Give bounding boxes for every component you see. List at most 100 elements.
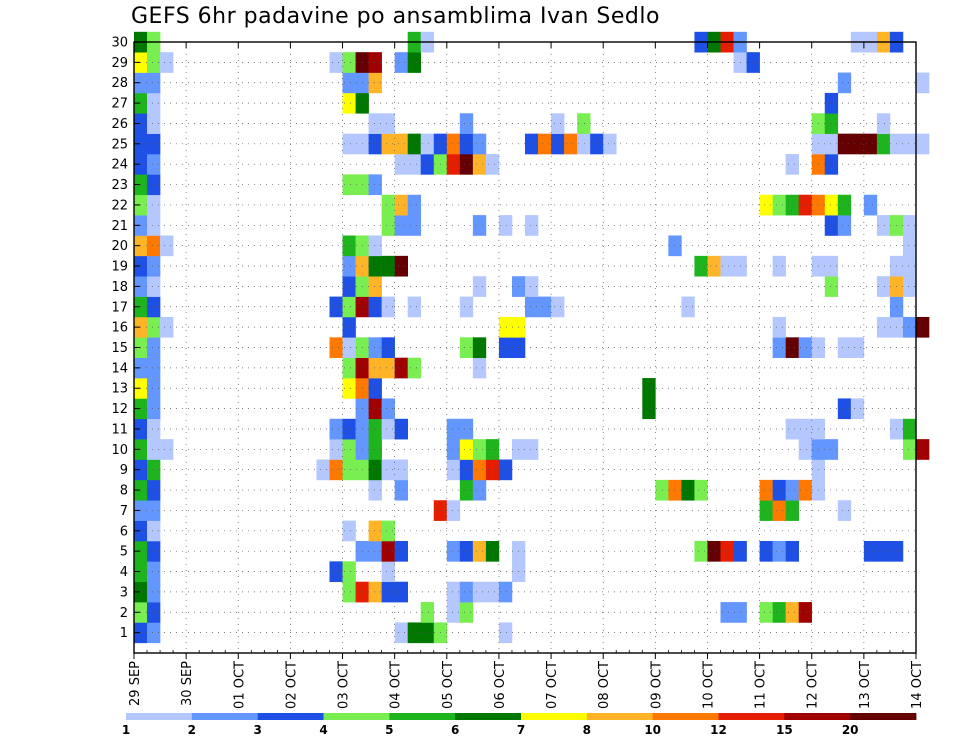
heatmap-cell bbox=[720, 602, 734, 623]
heatmap-cell bbox=[329, 52, 343, 73]
heatmap-cell bbox=[824, 439, 839, 460]
heatmap-cell bbox=[407, 215, 422, 236]
x-tick-label: 13 OCT bbox=[858, 661, 873, 709]
colorbar-label: 8 bbox=[583, 723, 591, 737]
x-tick-label: 08 OCT bbox=[597, 661, 612, 709]
heatmap-cell bbox=[147, 52, 161, 73]
grid-lines bbox=[134, 41, 916, 653]
heatmap-cell bbox=[916, 316, 930, 338]
heatmap-cell bbox=[759, 602, 773, 623]
heatmap-cell bbox=[472, 479, 487, 501]
heatmap-cell bbox=[147, 194, 161, 216]
colorbar-label: 20 bbox=[842, 723, 859, 737]
heatmap-cell bbox=[147, 154, 161, 175]
heatmap-cell bbox=[329, 296, 343, 318]
heatmap-cell bbox=[525, 439, 539, 460]
heatmap-cell bbox=[759, 479, 773, 501]
y-tick-label: 9 bbox=[120, 463, 128, 478]
x-tick-label: 30 SEP bbox=[180, 661, 195, 706]
y-tick-label: 7 bbox=[120, 504, 128, 519]
heatmap-cell bbox=[147, 72, 161, 94]
colorbar-swatch bbox=[323, 713, 390, 720]
heatmap-cell bbox=[394, 418, 408, 440]
heatmap-cell bbox=[147, 602, 161, 623]
heatmap-cell bbox=[472, 581, 487, 603]
heatmap-cell bbox=[707, 255, 721, 277]
heatmap-cell bbox=[538, 133, 552, 155]
heatmap-cell bbox=[694, 479, 708, 501]
heatmap-cell bbox=[381, 296, 395, 318]
heatmap-cell bbox=[342, 561, 356, 583]
heatmap-cell bbox=[147, 479, 161, 501]
heatmap-cell bbox=[850, 398, 865, 420]
heatmap-cell bbox=[342, 337, 356, 358]
heatmap-cell bbox=[472, 154, 487, 175]
heatmap-cell bbox=[720, 255, 734, 277]
heatmap-cell bbox=[525, 276, 539, 297]
heatmap-cell bbox=[342, 418, 356, 440]
heatmap-cell bbox=[772, 602, 786, 623]
colorbar-swatch bbox=[126, 713, 193, 720]
heatmap-cell bbox=[485, 459, 500, 481]
colorbar-swatch bbox=[191, 713, 259, 720]
heatmap-cell bbox=[368, 398, 382, 420]
heatmap-cell bbox=[498, 215, 513, 236]
heatmap-cell bbox=[785, 540, 799, 562]
heatmap-cell bbox=[759, 540, 773, 562]
x-tick-label: 07 OCT bbox=[545, 661, 560, 709]
heatmap-cell bbox=[446, 154, 461, 175]
y-tick-label: 26 bbox=[111, 117, 128, 132]
heatmap-cell bbox=[147, 296, 161, 318]
heatmap-cell bbox=[459, 540, 474, 562]
colorbar-label: 5 bbox=[385, 723, 393, 737]
heatmap-cell bbox=[459, 418, 474, 440]
colorbar-swatch bbox=[257, 713, 324, 720]
heatmap-cell bbox=[798, 337, 813, 358]
heatmap-cell bbox=[407, 296, 422, 318]
colorbar-swatch bbox=[850, 713, 917, 720]
y-tick-label: 18 bbox=[111, 280, 128, 295]
heatmap-cell bbox=[368, 439, 382, 460]
y-tick-label: 5 bbox=[120, 545, 128, 560]
heatmap-cell bbox=[329, 337, 343, 358]
heatmap-cell bbox=[472, 459, 487, 481]
heatmap-cell bbox=[837, 500, 852, 521]
heatmap-cell bbox=[147, 439, 161, 460]
heatmap-cell bbox=[577, 113, 591, 134]
heatmap-cell bbox=[368, 479, 382, 501]
heatmap-cell bbox=[446, 500, 461, 521]
heatmap-cell bbox=[824, 215, 839, 236]
heatmap-cell bbox=[394, 133, 408, 155]
heatmap-cell bbox=[394, 255, 408, 277]
heatmap-cell bbox=[147, 215, 161, 236]
heatmap-cell bbox=[459, 296, 474, 318]
heatmap-cell bbox=[147, 92, 161, 114]
heatmap-cell bbox=[772, 316, 786, 338]
heatmap-cell bbox=[394, 459, 408, 481]
y-tick-label: 22 bbox=[111, 198, 128, 213]
heatmap-cell bbox=[342, 581, 356, 603]
heatmap-cell bbox=[472, 215, 487, 236]
heatmap-cell bbox=[342, 52, 356, 73]
heatmap-cell bbox=[446, 602, 461, 623]
heatmap-cell bbox=[577, 133, 591, 155]
y-tick-label: 16 bbox=[111, 321, 128, 336]
heatmap-cell bbox=[459, 479, 474, 501]
heatmap-cell bbox=[147, 581, 161, 603]
heatmap-cell bbox=[681, 296, 695, 318]
y-tick-label: 24 bbox=[111, 158, 128, 173]
heatmap-cell bbox=[850, 337, 865, 358]
heatmap-cell bbox=[459, 602, 474, 623]
heatmap-cell bbox=[147, 622, 161, 644]
heatmap-cell bbox=[785, 194, 799, 216]
heatmap-cell bbox=[459, 439, 474, 460]
y-tick-label: 23 bbox=[111, 178, 128, 193]
colorbar-label: 10 bbox=[644, 723, 661, 737]
y-tick-label: 14 bbox=[111, 361, 128, 376]
heatmap-cell bbox=[902, 439, 917, 460]
heatmap-cell bbox=[368, 133, 382, 155]
heatmap-cell bbox=[876, 113, 891, 134]
heatmap-cell bbox=[329, 439, 343, 460]
heatmap-cell bbox=[525, 215, 539, 236]
heatmap-cell bbox=[902, 255, 917, 277]
